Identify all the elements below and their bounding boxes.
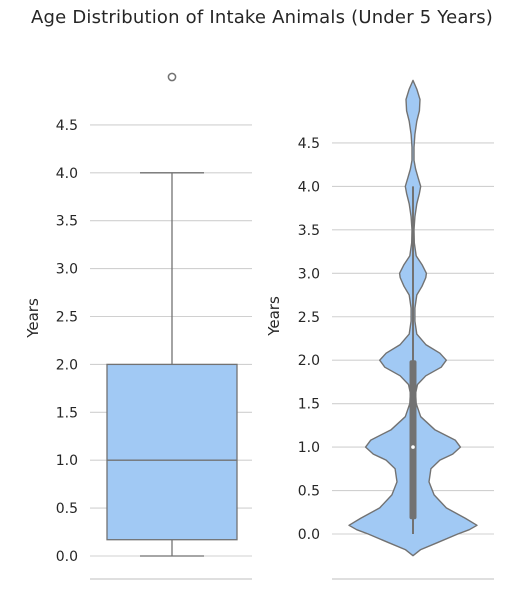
violin-ytick-label: 4.0 bbox=[298, 179, 320, 195]
boxplot-ytick-label: 1.5 bbox=[56, 405, 78, 421]
violin-ytick-label: 4.5 bbox=[298, 136, 320, 152]
violin-median-marker bbox=[411, 445, 415, 449]
boxplot-ylabel: Years bbox=[24, 298, 42, 339]
iqr-box bbox=[106, 363, 238, 541]
boxplot-ytick-label: 3.5 bbox=[56, 214, 78, 230]
boxplot-ytick-label: 4.5 bbox=[56, 118, 78, 134]
violin-ytick-label: 1.5 bbox=[298, 397, 320, 413]
boxplot-ytick-label: 2.5 bbox=[56, 310, 78, 326]
boxplot-panel: 0.0 0.5 1.0 1.5 2.0 2.5 3.0 3.5 4.0 4.5 Years bbox=[24, 72, 252, 580]
violin-ytick-label: 0.5 bbox=[298, 484, 320, 500]
outlier-point bbox=[167, 72, 177, 82]
violin-ytick-label: 1.0 bbox=[298, 440, 320, 456]
violin-panel: 0.0 0.5 1.0 1.5 2.0 2.5 3.0 3.5 4.0 4.5 Years bbox=[265, 79, 494, 580]
boxplot-ytick-label: 2.0 bbox=[56, 357, 78, 373]
boxplot-ytick-label: 3.0 bbox=[56, 262, 78, 278]
violin-ytick-label: 2.5 bbox=[298, 310, 320, 326]
violin-ytick-label: 3.0 bbox=[298, 266, 320, 282]
violin-ytick-label: 2.0 bbox=[298, 353, 320, 369]
figure-title: Age Distribution of Intake Animals (Unde… bbox=[30, 7, 494, 28]
boxplot-ytick-label: 1.0 bbox=[56, 453, 78, 469]
violin-ylabel: Years bbox=[265, 296, 283, 337]
boxplot-ytick-label: 0.0 bbox=[56, 549, 78, 565]
violin-inner-box bbox=[409, 360, 417, 520]
boxplot-ytick-label: 4.0 bbox=[56, 166, 78, 182]
boxplot-ytick-label: 0.5 bbox=[56, 501, 78, 517]
violin-ytick-label: 0.0 bbox=[298, 527, 320, 543]
violin-ytick-label: 3.5 bbox=[298, 223, 320, 239]
